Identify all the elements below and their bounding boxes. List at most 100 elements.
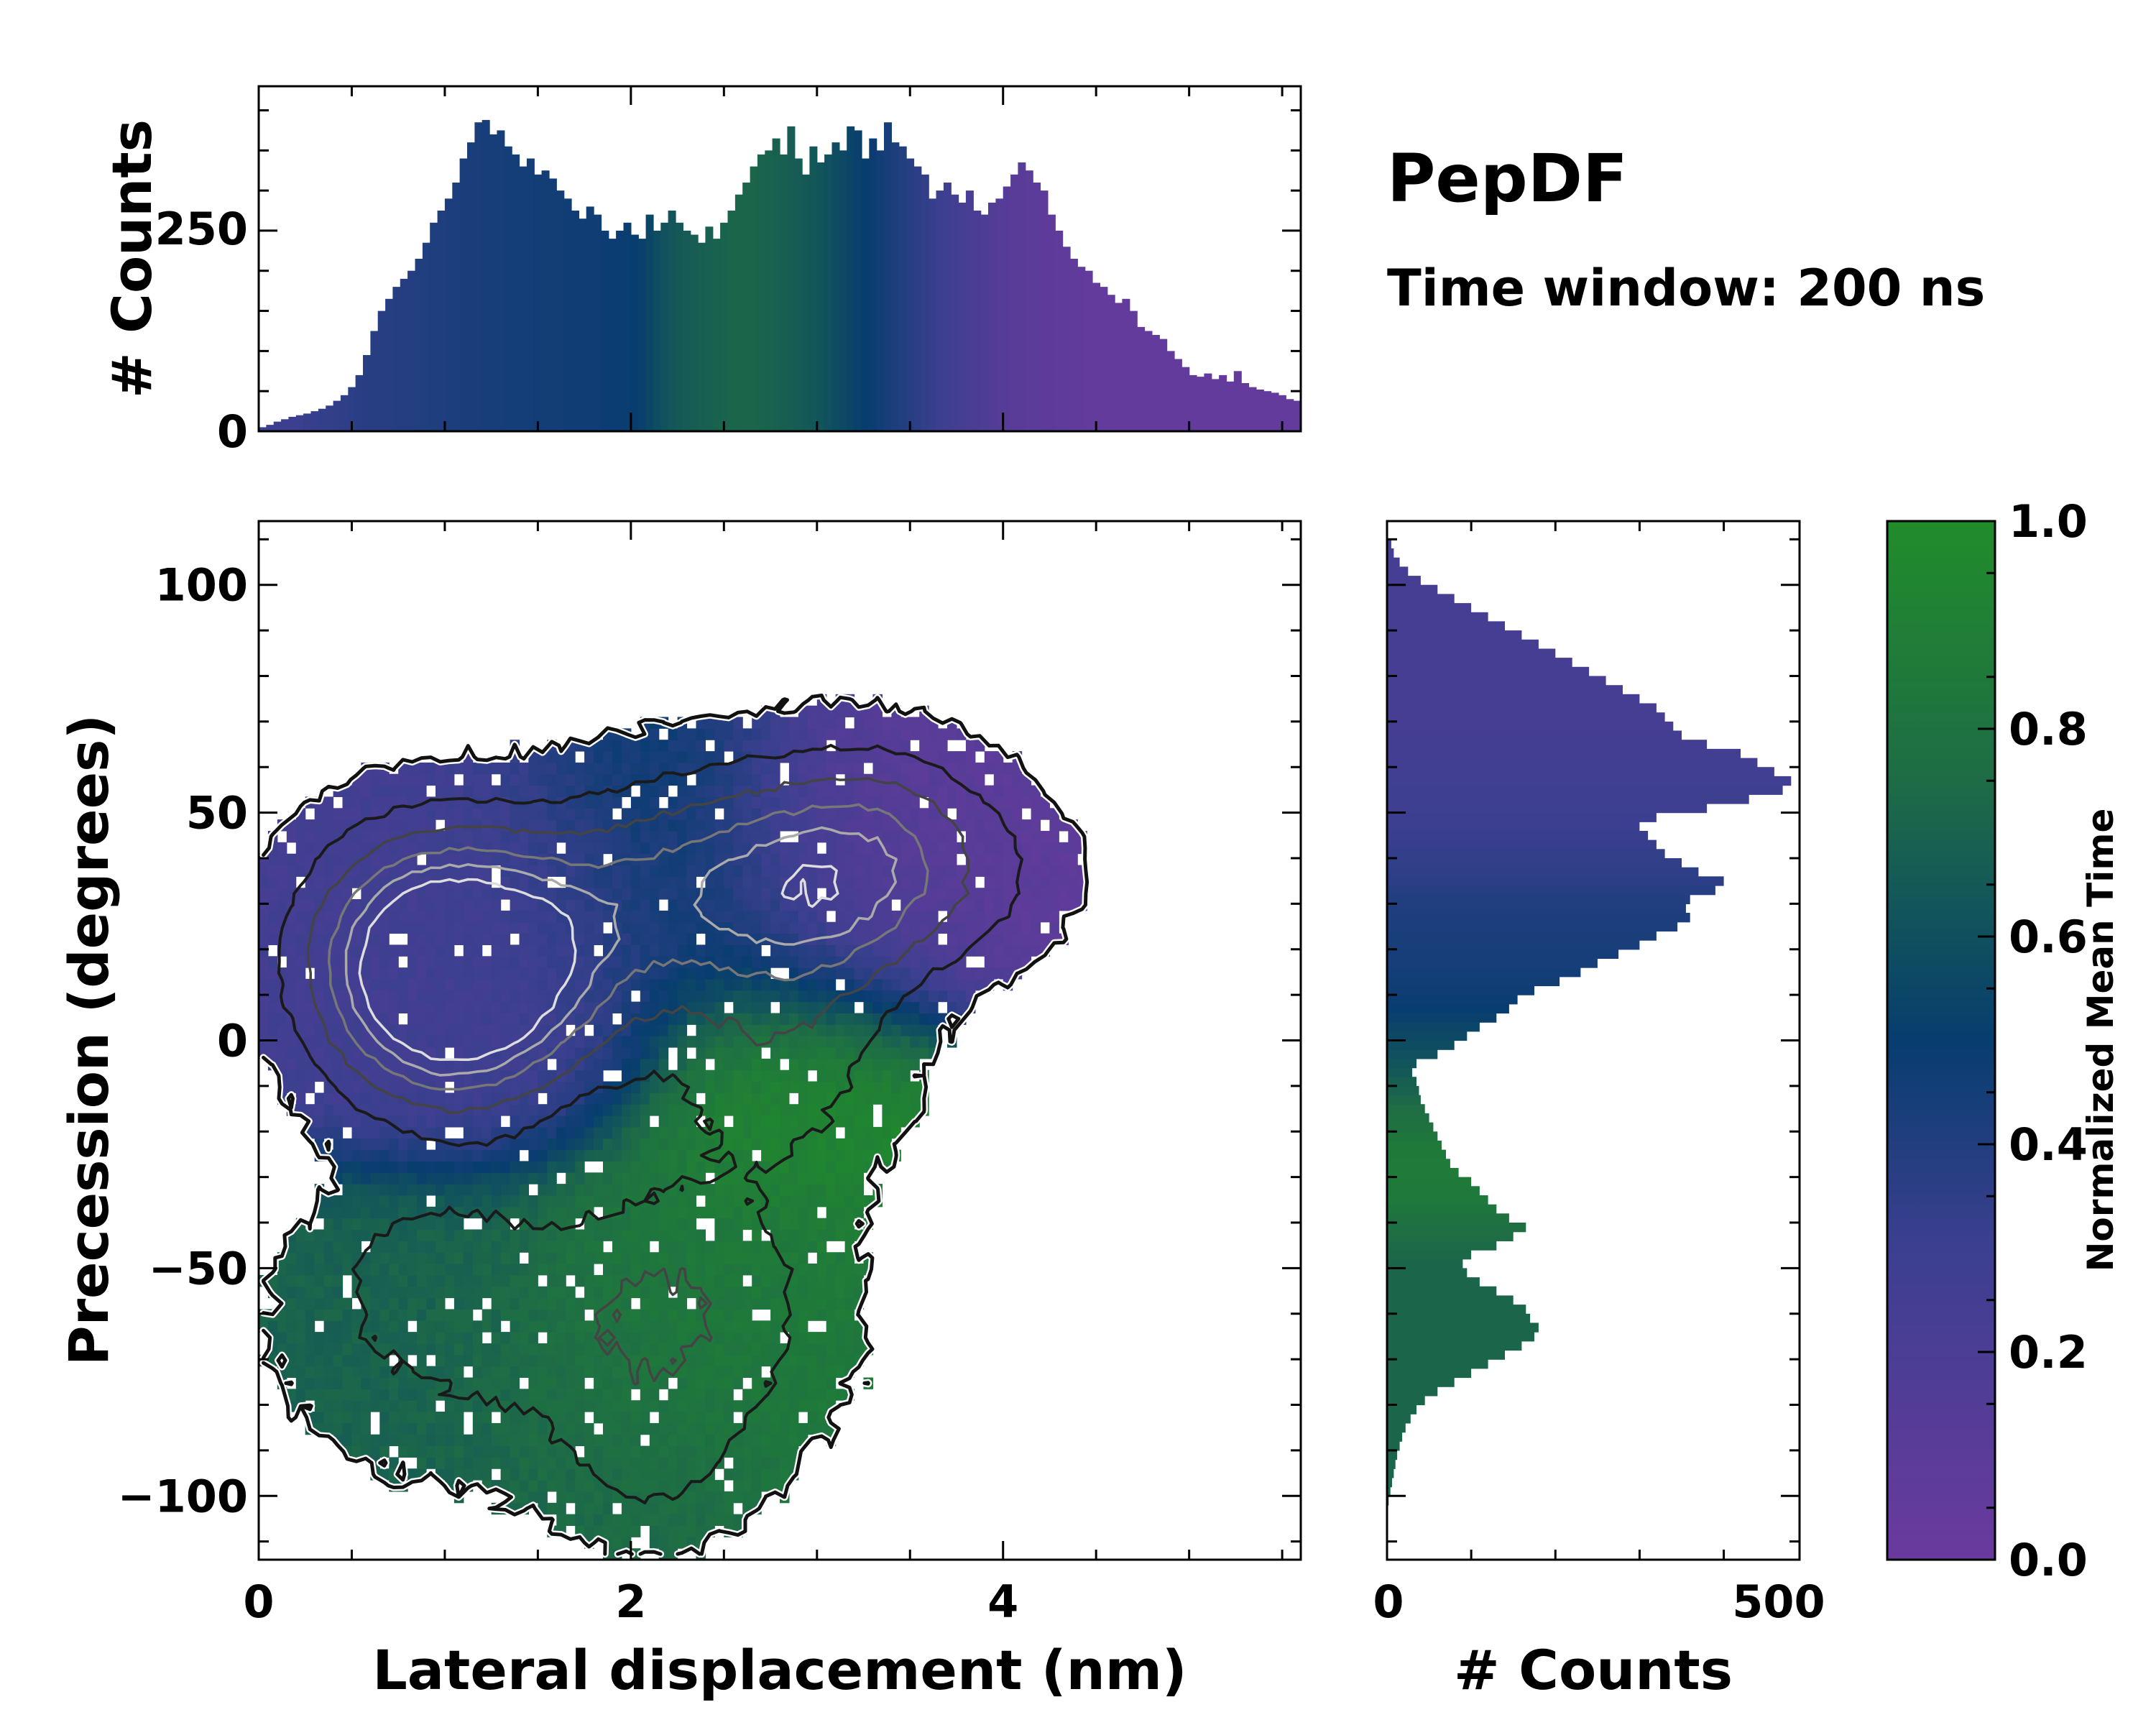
heatmap-cell (965, 978, 976, 991)
heatmap-cell (882, 944, 892, 957)
heatmap-cell (844, 842, 855, 855)
heatmap-cell (500, 910, 511, 923)
heatmap-cell (436, 1297, 446, 1310)
heatmap-cell (500, 1434, 511, 1447)
heatmap-cell (835, 1252, 846, 1264)
heatmap-cell (575, 1264, 585, 1276)
heatmap-cell (566, 1126, 576, 1139)
heatmap-cell (714, 1502, 724, 1515)
heatmap-cell (621, 1126, 632, 1139)
heatmap-cell (453, 967, 464, 980)
heatmap-cell (677, 785, 688, 797)
heatmap-cell (603, 910, 613, 923)
heatmap-cell (705, 1377, 715, 1389)
heatmap-cell (910, 1024, 920, 1036)
heatmap-cell (594, 1389, 604, 1401)
heatmap-cell (938, 819, 948, 832)
heatmap-cell (649, 1400, 660, 1412)
heatmap-cell (1003, 785, 1013, 797)
heatmap-cell (640, 1343, 650, 1356)
heatmap-cell (965, 831, 976, 843)
heatmap-cell (668, 1274, 678, 1287)
heatmap-cell (370, 1149, 380, 1162)
top-histogram-bar (1248, 387, 1257, 431)
right-histogram-bar (1387, 1268, 1468, 1278)
heatmap-cell (547, 785, 557, 797)
heatmap-cell (314, 808, 325, 820)
heatmap-cell (780, 1104, 790, 1116)
heatmap-cell (389, 1229, 399, 1241)
heatmap-cell (453, 1434, 464, 1447)
heatmap-cell (259, 899, 269, 911)
heatmap-cell (491, 1434, 502, 1447)
heatmap-cell (724, 1138, 734, 1151)
heatmap-cell (724, 785, 734, 797)
heatmap-cell (259, 865, 269, 877)
heatmap-cell (807, 1297, 818, 1310)
heatmap-cell (640, 1252, 650, 1264)
heatmap-cell (594, 978, 604, 991)
heatmap-cell (584, 1480, 594, 1492)
heatmap-cell (910, 1104, 920, 1116)
heatmap-cell (752, 876, 762, 888)
heatmap-cell (733, 1149, 743, 1162)
heatmap-cell (816, 1184, 827, 1196)
heatmap-cell (798, 1297, 808, 1310)
heatmap-cell (658, 1013, 669, 1025)
heatmap-cell (929, 740, 939, 752)
heatmap-cell (314, 865, 325, 877)
heatmap-cell (305, 1309, 315, 1321)
right-histogram-bar (1387, 1241, 1497, 1251)
heatmap-cell (407, 1309, 418, 1321)
heatmap-cell (658, 1422, 669, 1435)
top-histogram-bar (1211, 379, 1220, 431)
heatmap-cell (528, 1161, 538, 1173)
heatmap-cell (398, 1264, 408, 1276)
heatmap-cell (668, 876, 678, 888)
heatmap-cell (742, 1468, 752, 1481)
heatmap-cell (630, 808, 641, 820)
heatmap-cell (407, 1138, 418, 1151)
heatmap-cell (705, 933, 715, 945)
heatmap-cell (947, 990, 957, 1003)
top-histogram-bar (861, 158, 870, 431)
heatmap-cell (603, 1445, 613, 1458)
heatmap-cell (426, 1389, 436, 1401)
heatmap-cell (965, 762, 976, 775)
heatmap-cell (463, 1434, 474, 1447)
heatmap-cell (686, 967, 696, 980)
heatmap-cell (472, 1172, 483, 1184)
heatmap-cell (333, 1422, 344, 1435)
heatmap-cell (891, 831, 901, 843)
heatmap-cell (519, 773, 529, 786)
heatmap-cell (798, 1001, 808, 1013)
heatmap-cell (854, 853, 865, 866)
heatmap-cell (584, 1138, 594, 1151)
right-histogram-bar (1387, 1395, 1425, 1406)
heatmap-cell (612, 751, 622, 763)
heatmap-cell (630, 1058, 641, 1071)
heatmap-cell (295, 921, 306, 934)
heatmap-cell (472, 1149, 483, 1162)
heatmap-cell (668, 1343, 678, 1356)
heatmap-cell (742, 1206, 752, 1219)
heatmap-cell (510, 1457, 520, 1469)
heatmap-cell (668, 762, 678, 775)
heatmap-cell (1021, 819, 1032, 832)
heatmap-cell (453, 1218, 464, 1230)
heatmap-cell (677, 1514, 688, 1526)
heatmap-cell (788, 1354, 799, 1367)
heatmap-cell (621, 1525, 632, 1537)
heatmap-cell (910, 990, 920, 1003)
heatmap-cell (854, 717, 865, 729)
heatmap-cell (649, 1252, 660, 1264)
heatmap-cell (305, 1286, 315, 1299)
heatmap-cell (482, 1377, 492, 1389)
heatmap-cell (770, 1126, 780, 1139)
heatmap-cell (379, 1241, 390, 1253)
heatmap-cell (463, 1320, 474, 1333)
heatmap-cell (1059, 876, 1069, 888)
heatmap-cell (510, 1161, 520, 1173)
heatmap-cell (696, 853, 706, 866)
heatmap-cell (482, 1161, 492, 1173)
